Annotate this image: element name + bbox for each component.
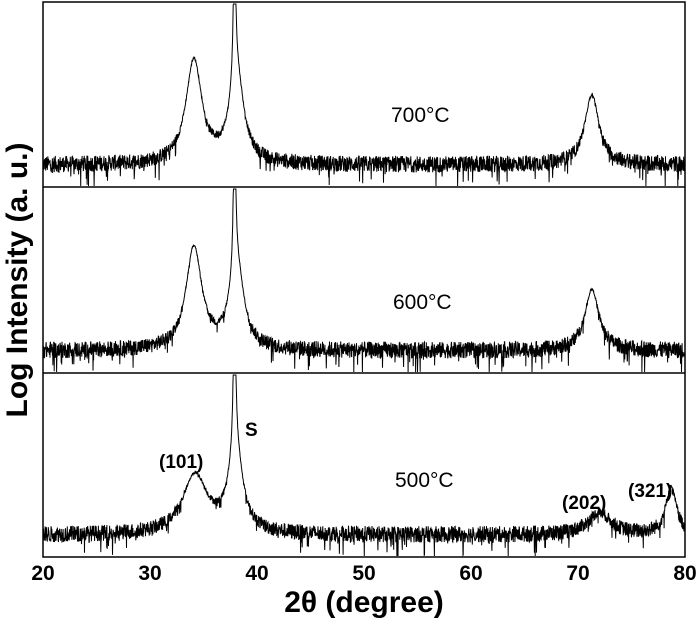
peak-label-101: (101) [159,452,204,473]
x-tick-60: 60 [459,562,483,585]
x-tick-40: 40 [245,562,269,585]
peak-label-202: (202) [562,493,607,514]
x-tick-50: 50 [352,562,376,585]
y-axis-label: Log Intensity (a. u.) [1,142,34,418]
plot-frame [42,1,686,558]
peak-label-s: S [245,420,258,441]
x-tick-70: 70 [566,562,590,585]
xrd-trace-700 [42,3,686,187]
xrd-trace-600 [42,188,686,373]
x-axis-label: 2θ (degree) [284,586,444,619]
xrd-traces [42,3,686,557]
temp-label-600: 600°C [393,291,452,314]
plot-border [42,1,686,558]
xrd-trace-500 [42,374,686,557]
x-tick-30: 30 [138,562,162,585]
x-tick-20: 20 [31,562,55,585]
x-tick-80: 80 [673,562,697,585]
peak-label-321: (321) [628,481,673,502]
temp-label-700: 700°C [391,104,450,127]
temp-label-500: 500°C [395,469,454,492]
